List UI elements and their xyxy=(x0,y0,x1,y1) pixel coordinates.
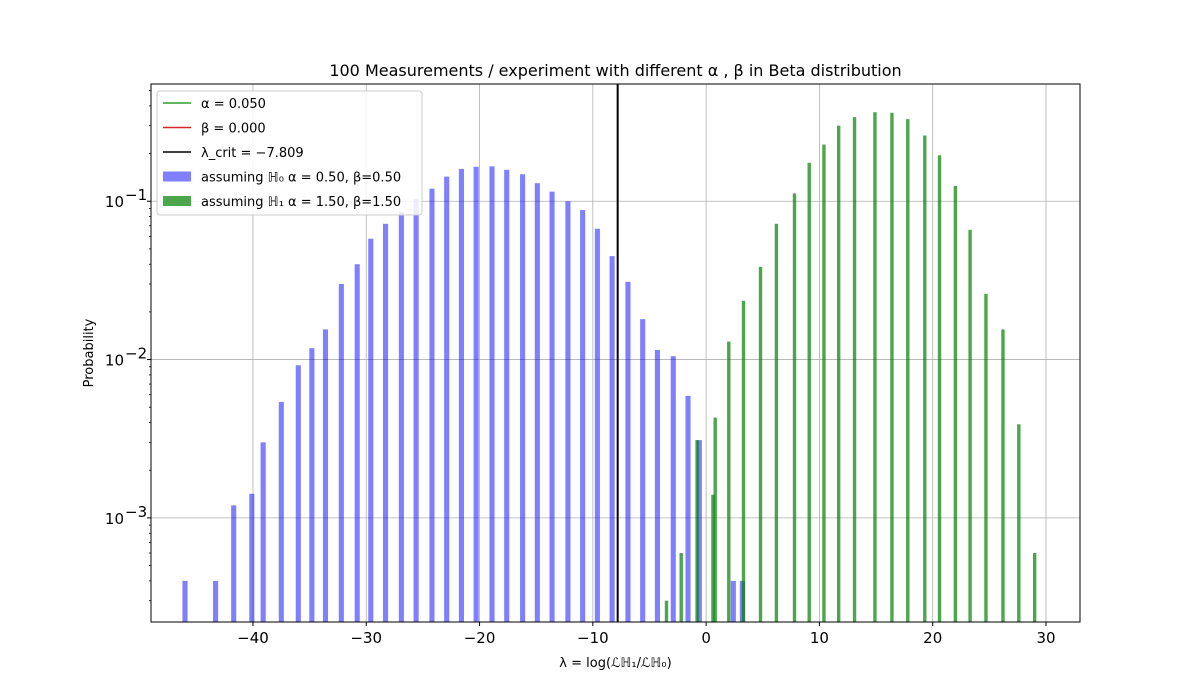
h0-bar xyxy=(309,348,315,622)
h0-bar xyxy=(182,580,188,622)
y-tick-label: 10 xyxy=(105,510,124,528)
h1-bar xyxy=(923,135,927,622)
y-tick-label: 10 xyxy=(105,193,124,211)
h1-bar xyxy=(1032,553,1037,622)
h1-bar xyxy=(953,185,958,622)
h0-bar xyxy=(670,356,676,622)
h0-bar xyxy=(520,174,526,623)
legend-label: λ_crit = −7.809 xyxy=(201,146,304,161)
h1-bar xyxy=(792,193,797,622)
legend-patch-swatch xyxy=(163,171,191,182)
h1-bar xyxy=(695,440,699,622)
bars xyxy=(182,112,1037,623)
h0-bar xyxy=(696,440,702,622)
h1-bar xyxy=(727,341,731,622)
h0-bar xyxy=(594,228,600,622)
h1-bar xyxy=(968,229,972,622)
legend: α = 0.050 β = 0.000 λ_crit = −7.809 assumin… xyxy=(156,90,423,216)
x-tick-label: 20 xyxy=(923,629,942,647)
h0-bar xyxy=(458,168,464,622)
h0-bar xyxy=(640,319,646,622)
h0-bar xyxy=(444,176,450,622)
y-tick-exponent: −3 xyxy=(125,503,147,521)
x-tick-label: 10 xyxy=(810,629,829,647)
h0-bar xyxy=(231,505,237,622)
x-tick-label: −40 xyxy=(237,629,269,647)
h0-bar xyxy=(504,169,510,622)
h0-bar xyxy=(654,349,660,622)
legend-box xyxy=(156,90,423,216)
h0-bar xyxy=(609,256,615,622)
x-axis-label: λ = log(ℒℍ₁/ℒℍ₀) xyxy=(559,656,671,671)
h0-bar xyxy=(473,166,479,622)
chart-title: 100 Measurements / experiment with diffe… xyxy=(329,61,901,80)
h1-bar xyxy=(664,600,669,622)
h1-bar xyxy=(873,112,877,622)
h0-bar xyxy=(625,281,631,622)
h1-bar xyxy=(679,553,683,622)
h0-bar xyxy=(278,401,284,622)
h0-bar xyxy=(338,284,344,622)
legend-label: α = 0.050 xyxy=(201,97,266,112)
h0-bar xyxy=(295,365,301,622)
h1-bar xyxy=(906,119,910,623)
y-tick-label: 10 xyxy=(105,352,124,370)
h1-bar xyxy=(741,300,746,622)
legend-label: assuming ℍ₁ α = 1.50, β=1.50 xyxy=(201,195,401,210)
h0-bar xyxy=(565,201,571,622)
x-tick-label: −20 xyxy=(464,629,496,647)
h1-bar xyxy=(1001,329,1005,622)
plot-frame xyxy=(150,83,1081,623)
h1-bar xyxy=(822,144,826,622)
x-tick-label: −30 xyxy=(350,629,382,647)
h0-bar xyxy=(382,223,389,622)
h0-bar xyxy=(368,238,374,622)
h1-bar xyxy=(984,293,988,622)
h0-bar xyxy=(489,166,495,622)
h0-bar xyxy=(398,211,404,622)
h0-bar xyxy=(249,493,255,622)
h1-bar xyxy=(711,494,715,622)
h0-bar xyxy=(429,188,435,622)
y-axis-label: Probability xyxy=(82,318,97,387)
h0-bar xyxy=(534,183,540,622)
h1-bar xyxy=(852,117,857,623)
h1-bar xyxy=(890,112,894,622)
x-tick-label: 0 xyxy=(701,629,711,647)
h1-bar xyxy=(758,266,763,622)
h0-bar xyxy=(413,199,419,622)
legend-patch-swatch xyxy=(163,196,191,206)
h1-bar xyxy=(713,417,717,622)
x-tick-label: 30 xyxy=(1036,629,1055,647)
h0-bar xyxy=(685,395,691,622)
h1-bar xyxy=(774,223,779,622)
h1-bar xyxy=(807,162,811,623)
y-tick-exponent: −2 xyxy=(125,345,147,363)
h0-bar xyxy=(322,329,329,622)
h0-bar xyxy=(354,264,360,622)
h0-bar xyxy=(730,580,736,622)
h0-bar xyxy=(549,191,555,622)
h0-bar xyxy=(213,580,219,622)
legend-label: assuming ℍ₀ α = 0.50, β=0.50 xyxy=(201,171,401,186)
h0-bar xyxy=(580,210,586,623)
h0-bar xyxy=(260,442,266,622)
h1-bar xyxy=(937,155,942,622)
y-tick-exponent: −1 xyxy=(125,186,147,204)
legend-label: β = 0.000 xyxy=(201,122,266,137)
h1-bar xyxy=(836,125,841,623)
h1-bar xyxy=(1017,424,1021,622)
x-tick-label: −10 xyxy=(577,629,609,647)
